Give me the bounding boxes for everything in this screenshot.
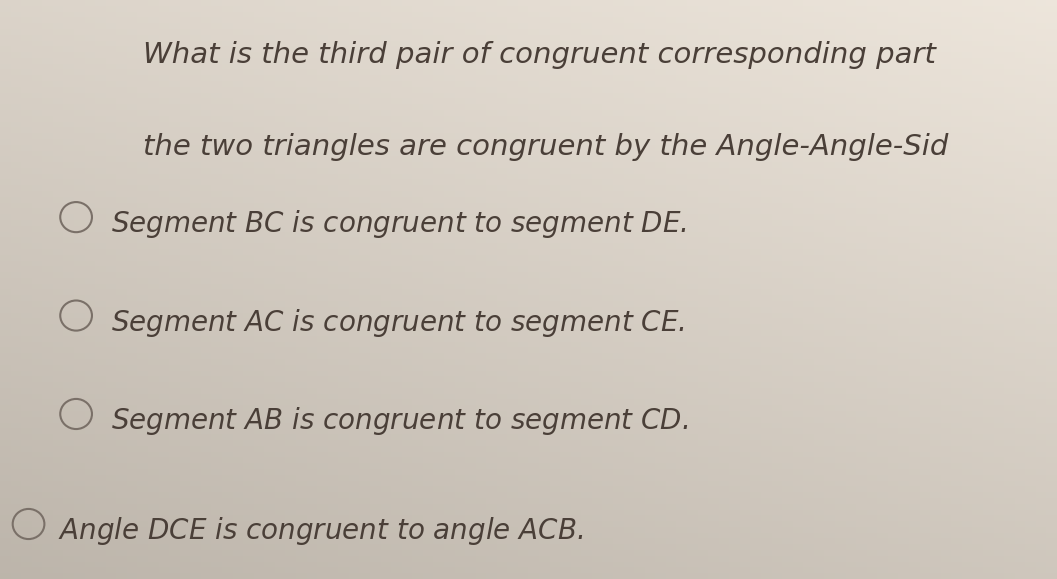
Text: Segment $\mathit{AC}$ is congruent to segment $\mathit{CE}$.: Segment $\mathit{AC}$ is congruent to se… [111, 307, 685, 339]
Text: the two triangles are congruent by the Angle-Angle-Sid: the two triangles are congruent by the A… [143, 133, 948, 161]
Text: Segment $\mathit{BC}$ is congruent to segment $\mathit{DE}$.: Segment $\mathit{BC}$ is congruent to se… [111, 208, 687, 240]
Text: Segment $\mathit{AB}$ is congruent to segment $\mathit{CD}$.: Segment $\mathit{AB}$ is congruent to se… [111, 405, 688, 437]
Text: Angle $\mathit{DCE}$ is congruent to angle $\mathit{ACB}$.: Angle $\mathit{DCE}$ is congruent to ang… [58, 515, 583, 547]
Text: What is the third pair of congruent corresponding part: What is the third pair of congruent corr… [143, 41, 935, 68]
